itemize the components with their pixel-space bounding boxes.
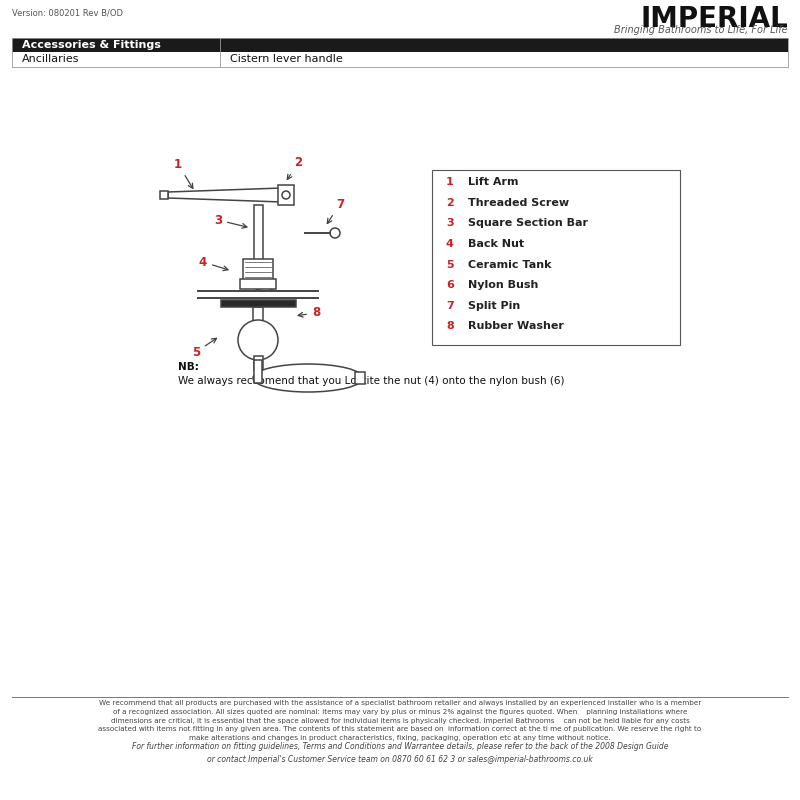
Text: 2: 2 [287,157,302,179]
Text: 4: 4 [199,255,228,270]
Bar [278,185,294,205]
Text: NB:: NB: [178,362,199,372]
Bar [254,360,262,383]
Bar [243,259,273,281]
Text: Accessories & Fittings: Accessories & Fittings [22,40,161,50]
Text: 1: 1 [174,158,193,189]
Text: Split Pin: Split Pin [468,301,520,310]
Bar [254,205,262,265]
Text: Ceramic Tank: Ceramic Tank [468,259,551,270]
Ellipse shape [253,364,363,392]
Bar [12,38,788,52]
Text: 7: 7 [327,198,344,223]
Text: 4: 4 [446,239,454,249]
Text: Threaded Screw: Threaded Screw [468,198,569,208]
Text: Lift Arm: Lift Arm [468,177,518,187]
Text: 3: 3 [214,214,247,228]
Text: 7: 7 [446,301,454,310]
Text: 3: 3 [446,218,454,228]
Text: 5: 5 [446,259,454,270]
Polygon shape [168,188,282,202]
Text: Version: 080201 Rev B/OD: Version: 080201 Rev B/OD [12,8,123,17]
Text: We always reccomend that you Loctite the nut (4) onto the nylon bush (6): We always reccomend that you Loctite the… [178,376,565,386]
Bar [12,52,788,67]
Text: For further information on fitting guidelines, Terms and Conditions and Warrante: For further information on fitting guide… [132,742,668,764]
Text: Ancillaries: Ancillaries [22,54,79,65]
Text: 6: 6 [446,280,454,290]
Bar [240,279,276,289]
Text: 5: 5 [192,338,217,358]
Text: Square Section Bar: Square Section Bar [468,218,588,228]
Bar [221,300,295,307]
Text: Rubber Washer: Rubber Washer [468,322,564,331]
Circle shape [282,191,290,199]
Bar [355,372,365,384]
Circle shape [330,228,340,238]
Text: 8: 8 [298,306,320,319]
Text: 2: 2 [446,198,454,208]
Text: Back Nut: Back Nut [468,239,524,249]
Text: 1: 1 [446,177,454,187]
Bar [432,170,680,345]
Text: 8: 8 [446,322,454,331]
Circle shape [238,320,278,360]
Bar [254,356,262,370]
Text: We recommend that all products are purchased with the assistance of a specialist: We recommend that all products are purch… [98,700,702,741]
Bar [160,191,168,199]
Text: 6: 6 [256,279,274,293]
Text: Nylon Bush: Nylon Bush [468,280,538,290]
Text: Cistern lever handle: Cistern lever handle [230,54,342,65]
Text: IMPERIAL: IMPERIAL [640,5,788,33]
Text: Bringing Bathrooms to Life, For Life: Bringing Bathrooms to Life, For Life [614,25,788,35]
Bar [253,307,263,325]
